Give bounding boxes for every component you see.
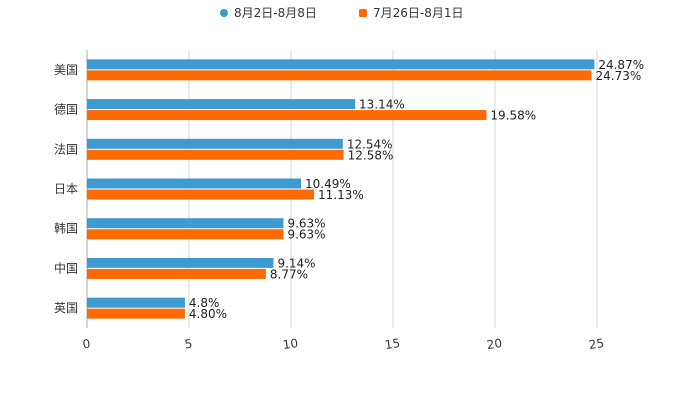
bar-series-2-4[interactable]	[87, 229, 284, 240]
legend-label-series-1[interactable]: 8月2日-8月8日	[234, 6, 317, 20]
grid-lines	[86, 50, 598, 328]
bar-series-1-3[interactable]	[87, 178, 301, 189]
x-tick-label-5: 5	[184, 337, 194, 352]
legend-label-series-2[interactable]: 7月26日-8月1日	[373, 6, 464, 20]
bar-series-1-2[interactable]	[87, 138, 343, 149]
x-tick-label-15: 15	[384, 336, 401, 352]
category-label-6: 英国	[54, 301, 78, 315]
bar-series-1-4[interactable]	[87, 218, 284, 229]
category-label-5: 中国	[54, 260, 78, 275]
bar-series-1-1[interactable]	[87, 99, 356, 110]
data-label-series-2-3: 11.13%	[318, 188, 364, 202]
bar-series-1-0[interactable]	[87, 59, 595, 70]
bar-series-1-6[interactable]	[87, 297, 185, 308]
data-label-series-1-6: 4.8%	[189, 296, 220, 310]
data-label-series-1-4: 9.63%	[287, 217, 325, 231]
category-label-0: 美国	[54, 63, 78, 77]
data-label-series-2-0: 24.73%	[595, 69, 641, 83]
bar-series-2-1[interactable]	[87, 110, 487, 121]
x-axis-ticks: 0 5 10 15 20 25	[82, 336, 605, 352]
data-label-series-2-1: 19.58%	[490, 109, 536, 123]
x-tick-label-0: 0	[82, 337, 92, 352]
data-label-series-1-5: 9.14%	[277, 256, 315, 270]
x-tick-label-20: 20	[486, 336, 503, 352]
data-label-series-2-4: 9.63%	[287, 228, 325, 242]
category-label-1: 德国	[54, 102, 78, 117]
bar-series-2-3[interactable]	[87, 189, 315, 200]
category-label-2: 法国	[54, 142, 78, 156]
legend-marker-series-2[interactable]	[359, 9, 367, 17]
category-label-4: 韩国	[54, 221, 78, 236]
data-label-series-1-3: 10.49%	[305, 177, 351, 191]
legend: 8月2日-8月8日 7月26日-8月1日	[220, 6, 464, 20]
data-label-series-1-2: 12.54%	[347, 137, 393, 151]
data-label-series-1-0: 24.87%	[598, 58, 644, 72]
x-tick-label-10: 10	[282, 336, 299, 352]
bars	[87, 59, 595, 319]
bar-series-2-6[interactable]	[87, 308, 185, 319]
legend-marker-series-1[interactable]	[220, 9, 228, 17]
bar-series-2-5[interactable]	[87, 268, 266, 279]
data-labels: 24.87%24.73% 13.14% 19.58% 12.54%12.58% 10.4…	[189, 58, 644, 321]
data-label-series-2-2: 12.58%	[348, 148, 394, 162]
data-label-series-1-1: 13.14%	[359, 98, 405, 112]
bar-series-2-2[interactable]	[87, 149, 344, 160]
data-label-series-2-5: 8.77%	[270, 267, 308, 281]
category-label-3: 日本	[54, 182, 78, 196]
x-tick-label-25: 25	[588, 336, 605, 352]
data-label-series-2-6: 4.80%	[189, 307, 227, 321]
bar-series-1-5[interactable]	[87, 257, 274, 268]
bar-series-2-0[interactable]	[87, 70, 592, 81]
